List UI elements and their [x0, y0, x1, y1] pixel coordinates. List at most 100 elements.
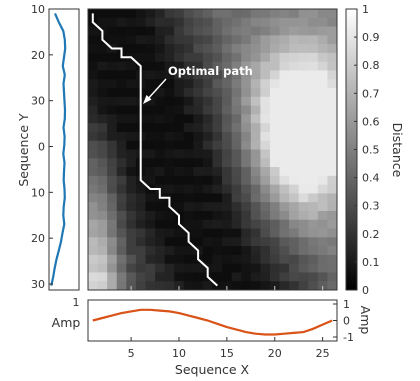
heatmap-cell — [97, 158, 108, 168]
heatmap-cell — [279, 114, 290, 124]
heatmap-cell — [97, 96, 108, 106]
heatmap-cell — [260, 114, 271, 124]
annotation-arrow-head — [143, 95, 152, 104]
heatmap-cell — [107, 88, 118, 98]
heatmap-cell — [193, 114, 204, 124]
heatmap-cell — [327, 254, 338, 265]
heatmap-cell — [241, 26, 252, 36]
heatmap-cell — [327, 131, 338, 142]
heatmap-cell — [231, 44, 242, 54]
heatmap-cell — [298, 158, 309, 168]
heatmap-cell — [145, 61, 156, 71]
heatmap-cell — [135, 52, 146, 63]
heatmap-cell — [107, 272, 118, 282]
heatmap-cell — [327, 17, 338, 27]
heatmap-cell — [250, 281, 261, 291]
heatmap-cell — [116, 158, 127, 168]
heatmap-cell — [183, 175, 194, 186]
heatmap-cell — [289, 263, 300, 273]
heatmap-cell — [183, 140, 194, 150]
heatmap-cell — [308, 272, 319, 282]
heatmap-cell — [135, 228, 146, 238]
colorbar-label: Distance — [390, 123, 405, 178]
heatmap-cell — [88, 114, 98, 124]
heatmap-cell — [269, 70, 280, 80]
heatmap-cell — [231, 26, 242, 36]
heatmap-cell — [260, 228, 271, 238]
heatmap-cell — [174, 281, 185, 291]
heatmap-cell — [97, 175, 108, 186]
heatmap-cell — [107, 228, 118, 238]
heatmap-cell — [317, 26, 328, 36]
heatmap-cell — [298, 131, 309, 142]
heatmap-cell — [250, 149, 261, 159]
heatmap-cell — [193, 167, 204, 177]
y-tick-label: 10 — [31, 186, 45, 199]
heatmap-cell — [241, 175, 252, 186]
heatmap-cell — [250, 228, 261, 238]
heatmap-cell — [231, 114, 242, 124]
heatmap-cell — [212, 88, 223, 98]
heatmap-cell — [202, 228, 213, 238]
heatmap-cell — [164, 254, 175, 265]
heatmap-cell — [269, 96, 280, 106]
heatmap-cell — [241, 246, 252, 256]
heatmap-cell — [97, 254, 108, 265]
heatmap-cell — [269, 149, 280, 159]
heatmap-cell — [279, 149, 290, 159]
heatmap-frame — [87, 8, 338, 291]
heatmap-cell — [97, 61, 108, 71]
heatmap-cell — [327, 52, 338, 63]
heatmap-cell — [126, 219, 137, 229]
heatmap-cell — [327, 246, 338, 256]
heatmap-cell — [241, 131, 252, 142]
heatmap-cell — [231, 52, 242, 63]
heatmap-cell — [193, 193, 204, 203]
heatmap-cell — [250, 263, 261, 273]
heatmap-cell — [260, 9, 271, 19]
heatmap-cell — [193, 61, 204, 71]
heatmap-cell — [250, 193, 261, 203]
heatmap-cell — [260, 219, 271, 229]
heatmap-cell — [279, 254, 290, 265]
heatmap-cell — [222, 167, 233, 177]
heatmap-cell — [308, 210, 319, 221]
heatmap-cell — [164, 281, 175, 291]
heatmap-cell — [155, 219, 166, 229]
heatmap-cell — [241, 123, 252, 133]
heatmap-cell — [260, 79, 271, 89]
heatmap-cell — [88, 44, 98, 54]
heatmap-cell — [317, 246, 328, 256]
heatmap-cell — [317, 219, 328, 229]
heatmap-cell — [107, 79, 118, 89]
heatmap-cell — [145, 96, 156, 106]
heatmap-cell — [183, 210, 194, 221]
heatmap-cell — [155, 202, 166, 212]
heatmap-cell — [88, 140, 98, 150]
heatmap-cell — [327, 88, 338, 98]
heatmap-cell — [279, 167, 290, 177]
heatmap-cell — [317, 88, 328, 98]
colorbar-tick-label: 0.8 — [362, 59, 380, 72]
heatmap-cell — [193, 149, 204, 159]
annotation-arrow-line — [145, 78, 167, 102]
heatmap-cell — [164, 44, 175, 54]
heatmap-cell — [298, 17, 309, 27]
heatmap-cell — [317, 175, 328, 186]
heatmap-cell — [155, 79, 166, 89]
heatmap-cell — [222, 219, 233, 229]
heatmap-cell — [241, 272, 252, 282]
heatmap-cell — [250, 9, 261, 19]
heatmap-cell — [183, 193, 194, 203]
heatmap-cell — [317, 184, 328, 194]
heatmap-cell — [135, 254, 146, 265]
heatmap-cell — [298, 26, 309, 36]
heatmap-cell — [126, 281, 137, 291]
heatmap-cell — [289, 219, 300, 229]
heatmap-cell — [241, 184, 252, 194]
heatmap-cell — [145, 52, 156, 63]
heatmap-cell — [88, 175, 98, 186]
heatmap-cell — [116, 263, 127, 273]
heatmap-cell — [241, 61, 252, 71]
heatmap-cell — [174, 272, 185, 282]
